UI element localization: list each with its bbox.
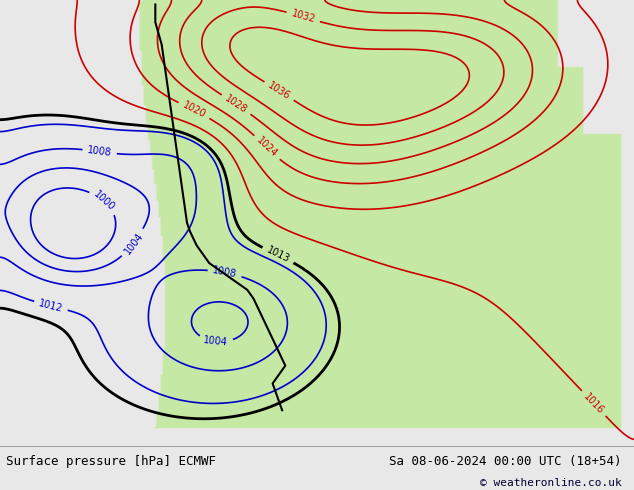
- Text: 1008: 1008: [87, 145, 112, 158]
- Text: 1020: 1020: [181, 100, 207, 121]
- Text: 1008: 1008: [212, 266, 238, 280]
- Text: 1032: 1032: [290, 9, 316, 25]
- Text: 1004: 1004: [122, 230, 145, 256]
- Text: 1028: 1028: [223, 94, 249, 115]
- Text: 1016: 1016: [581, 391, 605, 416]
- Text: 1036: 1036: [266, 80, 292, 102]
- Text: Surface pressure [hPa] ECMWF: Surface pressure [hPa] ECMWF: [6, 455, 216, 468]
- Text: 1024: 1024: [254, 136, 280, 160]
- Text: 1013: 1013: [265, 245, 291, 265]
- Text: 1004: 1004: [204, 335, 229, 348]
- Text: 1000: 1000: [91, 190, 117, 213]
- Text: 1012: 1012: [37, 298, 64, 314]
- Text: © weatheronline.co.uk: © weatheronline.co.uk: [479, 478, 621, 489]
- Text: Sa 08-06-2024 00:00 UTC (18+54): Sa 08-06-2024 00:00 UTC (18+54): [389, 455, 621, 468]
